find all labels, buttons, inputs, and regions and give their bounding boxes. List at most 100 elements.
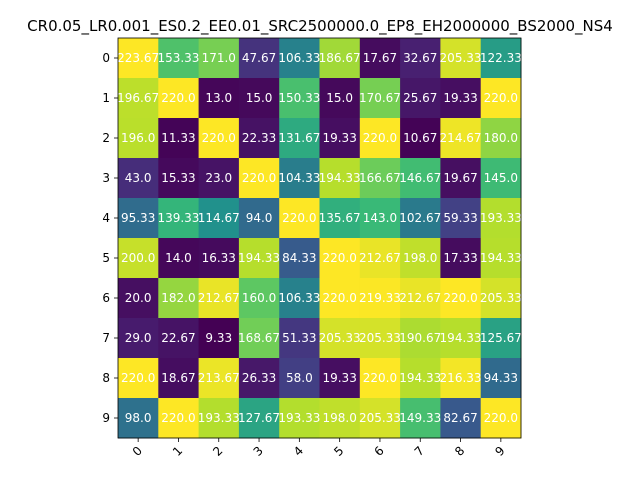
cell-label-r8-c3: 26.33 [242,371,276,385]
cell-label-r1-c3: 15.0 [246,91,273,105]
cell-label-r7-c0: 29.0 [125,331,152,345]
cell-label-r6-c7: 212.67 [399,291,441,305]
cell-label-r9-c2: 193.33 [198,411,240,425]
cell-label-r8-c5: 19.33 [322,371,356,385]
heatmap-cell-r8-c4 [279,358,320,399]
heatmap-cell-r2-c8 [440,118,482,159]
cell-label-r4-c0: 95.33 [121,211,155,225]
heatmap-cell-r2-c6 [359,118,401,159]
heatmap-cell-r7-c6 [359,318,401,359]
heatmap-cell-r6-c8 [440,278,482,319]
cell-label-r9-c0: 98.0 [125,411,152,425]
cell-label-r8-c2: 213.67 [198,371,240,385]
heatmap-cell-r8-c0 [118,358,159,399]
heatmap-cell-r1-c2 [198,78,240,119]
cell-label-r9-c6: 205.33 [359,411,401,425]
heatmap-cell-r8-c1 [158,358,200,399]
heatmap-cell-r8-c9 [480,358,522,399]
cell-label-r3-c4: 104.33 [278,171,320,185]
cell-label-r2-c7: 10.67 [403,131,437,145]
cell-label-r5-c1: 14.0 [165,251,192,265]
heatmap-cell-r3-c1 [158,158,200,199]
cell-label-r6-c5: 220.0 [322,291,356,305]
cell-label-r1-c6: 170.67 [359,91,401,105]
heatmap-cell-r3-c7 [400,158,441,199]
cell-label-r9-c5: 198.0 [322,411,356,425]
cell-label-r5-c2: 16.33 [202,251,236,265]
cell-label-r4-c1: 139.33 [157,211,199,225]
heatmap-cell-r2-c1 [158,118,200,159]
heatmap-cell-r8-c6 [359,358,401,399]
x-tick-label-6: 6 [371,444,386,459]
heatmap-cell-r4-c2 [198,198,240,239]
heatmap-cell-r9-c0 [118,398,159,439]
heatmap-cell-r5-c2 [198,238,240,279]
heatmap-cell-r7-c3 [238,318,280,359]
cell-label-r8-c1: 18.67 [161,371,195,385]
cell-label-r8-c4: 58.0 [286,371,313,385]
cell-label-r0-c5: 186.67 [319,51,361,65]
cell-label-r9-c4: 193.33 [278,411,320,425]
heatmap-cell-r9-c9 [480,398,522,439]
cell-label-r8-c7: 194.33 [399,371,441,385]
heatmap-cell-r1-c8 [440,78,482,119]
cell-label-r7-c6: 205.33 [359,331,401,345]
plot-frame [117,37,522,439]
cell-label-r6-c3: 160.0 [242,291,276,305]
heatmap-cell-r0-c4 [279,38,320,79]
cell-label-r1-c1: 220.0 [161,91,195,105]
cell-label-r9-c9: 220.0 [484,411,518,425]
heatmap-cell-r6-c1 [158,278,200,319]
cell-label-r9-c7: 149.33 [399,411,441,425]
heatmap-cell-r4-c0 [118,198,159,239]
x-tick-label-1: 1 [170,444,185,459]
heatmap-cell-r5-c0 [118,238,159,279]
cell-label-r4-c6: 143.0 [363,211,397,225]
heatmap-cell-r8-c8 [440,358,482,399]
heatmap-cell-r1-c3 [238,78,280,119]
cell-label-r4-c8: 59.33 [443,211,477,225]
cell-label-r2-c0: 196.0 [121,131,155,145]
cell-label-r8-c6: 220.0 [363,371,397,385]
heatmap-cell-r0-c6 [359,38,401,79]
cell-label-r4-c3: 94.0 [246,211,273,225]
heatmap-cell-r0-c2 [198,38,240,79]
cell-label-r7-c2: 9.33 [205,331,232,345]
heatmap-cell-r6-c7 [400,278,441,319]
heatmap-cell-r2-c9 [480,118,522,159]
heatmap-cell-r6-c5 [319,278,361,319]
heatmap-cell-r7-c7 [400,318,441,359]
cell-label-r7-c5: 205.33 [319,331,361,345]
heatmap-cell-r4-c4 [279,198,320,239]
cell-label-r0-c1: 153.33 [157,51,199,65]
heatmap-cell-r1-c6 [359,78,401,119]
x-tick-label-5: 5 [331,444,346,459]
heatmap-cell-r9-c4 [279,398,320,439]
cell-label-r2-c8: 214.67 [440,131,482,145]
x-tick-label-8: 8 [452,444,467,459]
cell-label-r3-c1: 15.33 [161,171,195,185]
cell-label-r7-c1: 22.67 [161,331,195,345]
cell-label-r2-c2: 220.0 [202,131,236,145]
heatmap-cell-r5-c7 [400,238,441,279]
cell-label-r3-c7: 146.67 [399,171,441,185]
heatmap-cell-r0-c3 [238,38,280,79]
heatmap-cell-r0-c5 [319,38,361,79]
heatmap-cells [118,38,522,439]
heatmap-cell-r2-c4 [279,118,320,159]
heatmap-cell-r8-c3 [238,358,280,399]
heatmap-cell-r0-c7 [400,38,441,79]
heatmap-cell-r5-c3 [238,238,280,279]
cell-label-r1-c2: 13.0 [205,91,232,105]
heatmap-cell-r3-c0 [118,158,159,199]
heatmap-cell-r5-c8 [440,238,482,279]
heatmap-cell-r9-c7 [400,398,441,439]
heatmap-cell-r4-c6 [359,198,401,239]
heatmap-cell-r4-c8 [440,198,482,239]
heatmap-cell-r9-c8 [440,398,482,439]
cell-label-r0-c8: 205.33 [440,51,482,65]
y-tick-label-6: 6 [102,291,110,305]
heatmap-cell-r0-c0 [118,38,159,79]
heatmap-cell-r0-c8 [440,38,482,79]
